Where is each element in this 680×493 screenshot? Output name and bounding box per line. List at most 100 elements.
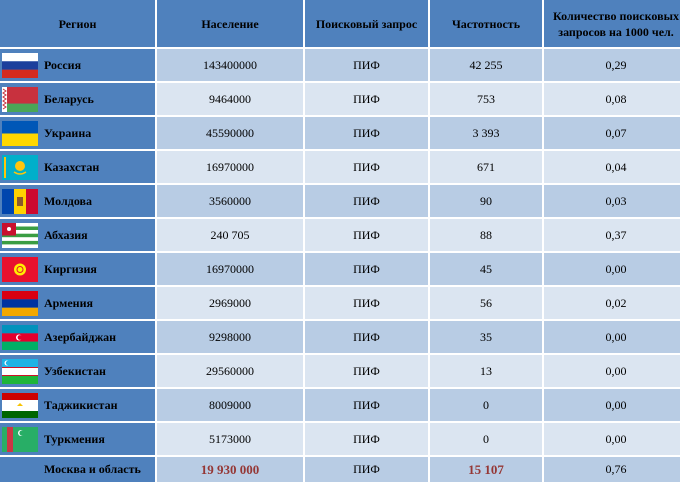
population-cell: 19 930 000	[157, 457, 303, 482]
frequency-cell: 42 255	[430, 49, 542, 81]
kazakhstan-flag-icon	[2, 154, 38, 180]
region-name: Украина	[44, 125, 92, 140]
region-name: Россия	[44, 57, 82, 72]
frequency-cell: 88	[430, 219, 542, 251]
region-cell: Армения	[0, 287, 155, 319]
region-name: Азербайджан	[44, 329, 117, 344]
region-cell: Молдова	[0, 185, 155, 217]
query-cell: ПИФ	[305, 49, 428, 81]
table-row: Беларусь 9464000 ПИФ 753 0,08	[0, 83, 680, 115]
query-cell: ПИФ	[305, 253, 428, 285]
population-cell: 143400000	[157, 49, 303, 81]
frequency-cell: 13	[430, 355, 542, 387]
query-cell: ПИФ	[305, 219, 428, 251]
region-name: Абхазия	[44, 227, 88, 242]
per-1000-cell: 0,02	[544, 287, 680, 319]
region-cell: Киргизия	[0, 253, 155, 285]
per-1000-cell: 0,00	[544, 355, 680, 387]
region-cell: Узбекистан	[0, 355, 155, 387]
population-cell: 240 705	[157, 219, 303, 251]
population-cell: 16970000	[157, 151, 303, 183]
region-name: Узбекистан	[44, 363, 106, 378]
per-1000-cell: 0,00	[544, 321, 680, 353]
frequency-cell: 90	[430, 185, 542, 217]
frequency-cell: 0	[430, 389, 542, 421]
query-cell: ПИФ	[305, 355, 428, 387]
per-1000-cell: 0,07	[544, 117, 680, 149]
kyrgyzstan-flag-icon	[2, 256, 38, 282]
region-cell: Абхазия	[0, 219, 155, 251]
query-cell: ПИФ	[305, 151, 428, 183]
per-1000-cell: 0,08	[544, 83, 680, 115]
population-cell: 3560000	[157, 185, 303, 217]
region-name: Таджикистан	[44, 397, 118, 412]
region-name: Молдова	[44, 193, 92, 208]
population-cell: 9298000	[157, 321, 303, 353]
per-1000-cell: 0,04	[544, 151, 680, 183]
query-cell: ПИФ	[305, 389, 428, 421]
population-cell: 29560000	[157, 355, 303, 387]
population-cell: 5173000	[157, 423, 303, 455]
population-cell: 16970000	[157, 253, 303, 285]
per-1000-cell: 0,00	[544, 389, 680, 421]
region-name: Казахстан	[44, 159, 100, 174]
per-1000-cell: 0,00	[544, 423, 680, 455]
region-name: Туркмения	[44, 431, 105, 446]
population-cell: 45590000	[157, 117, 303, 149]
turkmenistan-flag-icon	[2, 426, 38, 452]
frequency-cell: 753	[430, 83, 542, 115]
frequency-cell: 3 393	[430, 117, 542, 149]
header-per-1000: Количество поисковых запросов на 1000 че…	[544, 0, 680, 47]
region-cell: Украина	[0, 117, 155, 149]
table-row: Россия 143400000 ПИФ 42 255 0,29	[0, 49, 680, 81]
per-1000-cell: 0,03	[544, 185, 680, 217]
per-1000-cell: 0,29	[544, 49, 680, 81]
query-cell: ПИФ	[305, 457, 428, 482]
table-row: Киргизия 16970000 ПИФ 45 0,00	[0, 253, 680, 285]
table-row: Азербайджан 9298000 ПИФ 35 0,00	[0, 321, 680, 353]
region-name: Москва и область	[44, 462, 141, 476]
per-1000-cell: 0,00	[544, 253, 680, 285]
table-row: Казахстан 16970000 ПИФ 671 0,04	[0, 151, 680, 183]
query-cell: ПИФ	[305, 423, 428, 455]
table-row: Украина 45590000 ПИФ 3 393 0,07	[0, 117, 680, 149]
table-row: Туркмения 5173000 ПИФ 0 0,00	[0, 423, 680, 455]
population-cell: 2969000	[157, 287, 303, 319]
region-name: Беларусь	[44, 91, 94, 106]
table-row: Таджикистан 8009000 ПИФ 0 0,00	[0, 389, 680, 421]
table-row: Абхазия 240 705 ПИФ 88 0,37	[0, 219, 680, 251]
frequency-cell: 56	[430, 287, 542, 319]
russia-flag-icon	[2, 52, 38, 78]
table-row: Армения 2969000 ПИФ 56 0,02	[0, 287, 680, 319]
region-cell: Азербайджан	[0, 321, 155, 353]
total-row: Москва и область 19 930 000 ПИФ 15 107 0…	[0, 457, 680, 482]
query-cell: ПИФ	[305, 287, 428, 319]
frequency-cell: 0	[430, 423, 542, 455]
frequency-cell: 35	[430, 321, 542, 353]
header-frequency: Частотность	[430, 0, 542, 47]
header-population: Население	[157, 0, 303, 47]
per-1000-cell: 0,76	[544, 457, 680, 482]
population-cell: 9464000	[157, 83, 303, 115]
query-cell: ПИФ	[305, 185, 428, 217]
frequency-cell: 671	[430, 151, 542, 183]
frequency-cell: 15 107	[430, 457, 542, 482]
header-row: Регион Население Поисковый запрос Частот…	[0, 0, 680, 47]
header-query: Поисковый запрос	[305, 0, 428, 47]
header-region: Регион	[0, 0, 155, 47]
region-cell: Таджикистан	[0, 389, 155, 421]
region-cell: Казахстан	[0, 151, 155, 183]
frequency-cell: 45	[430, 253, 542, 285]
region-cell: Беларусь	[0, 83, 155, 115]
belarus-flag-icon	[2, 86, 38, 112]
moldova-flag-icon	[2, 188, 38, 214]
region-cell: Туркмения	[0, 423, 155, 455]
tajikistan-flag-icon	[2, 392, 38, 418]
table-row: Молдова 3560000 ПИФ 90 0,03	[0, 185, 680, 217]
query-cell: ПИФ	[305, 321, 428, 353]
abkhazia-flag-icon	[2, 222, 38, 248]
azerbaijan-flag-icon	[2, 324, 38, 350]
uzbekistan-flag-icon	[2, 358, 38, 384]
table-row: Узбекистан 29560000 ПИФ 13 0,00	[0, 355, 680, 387]
